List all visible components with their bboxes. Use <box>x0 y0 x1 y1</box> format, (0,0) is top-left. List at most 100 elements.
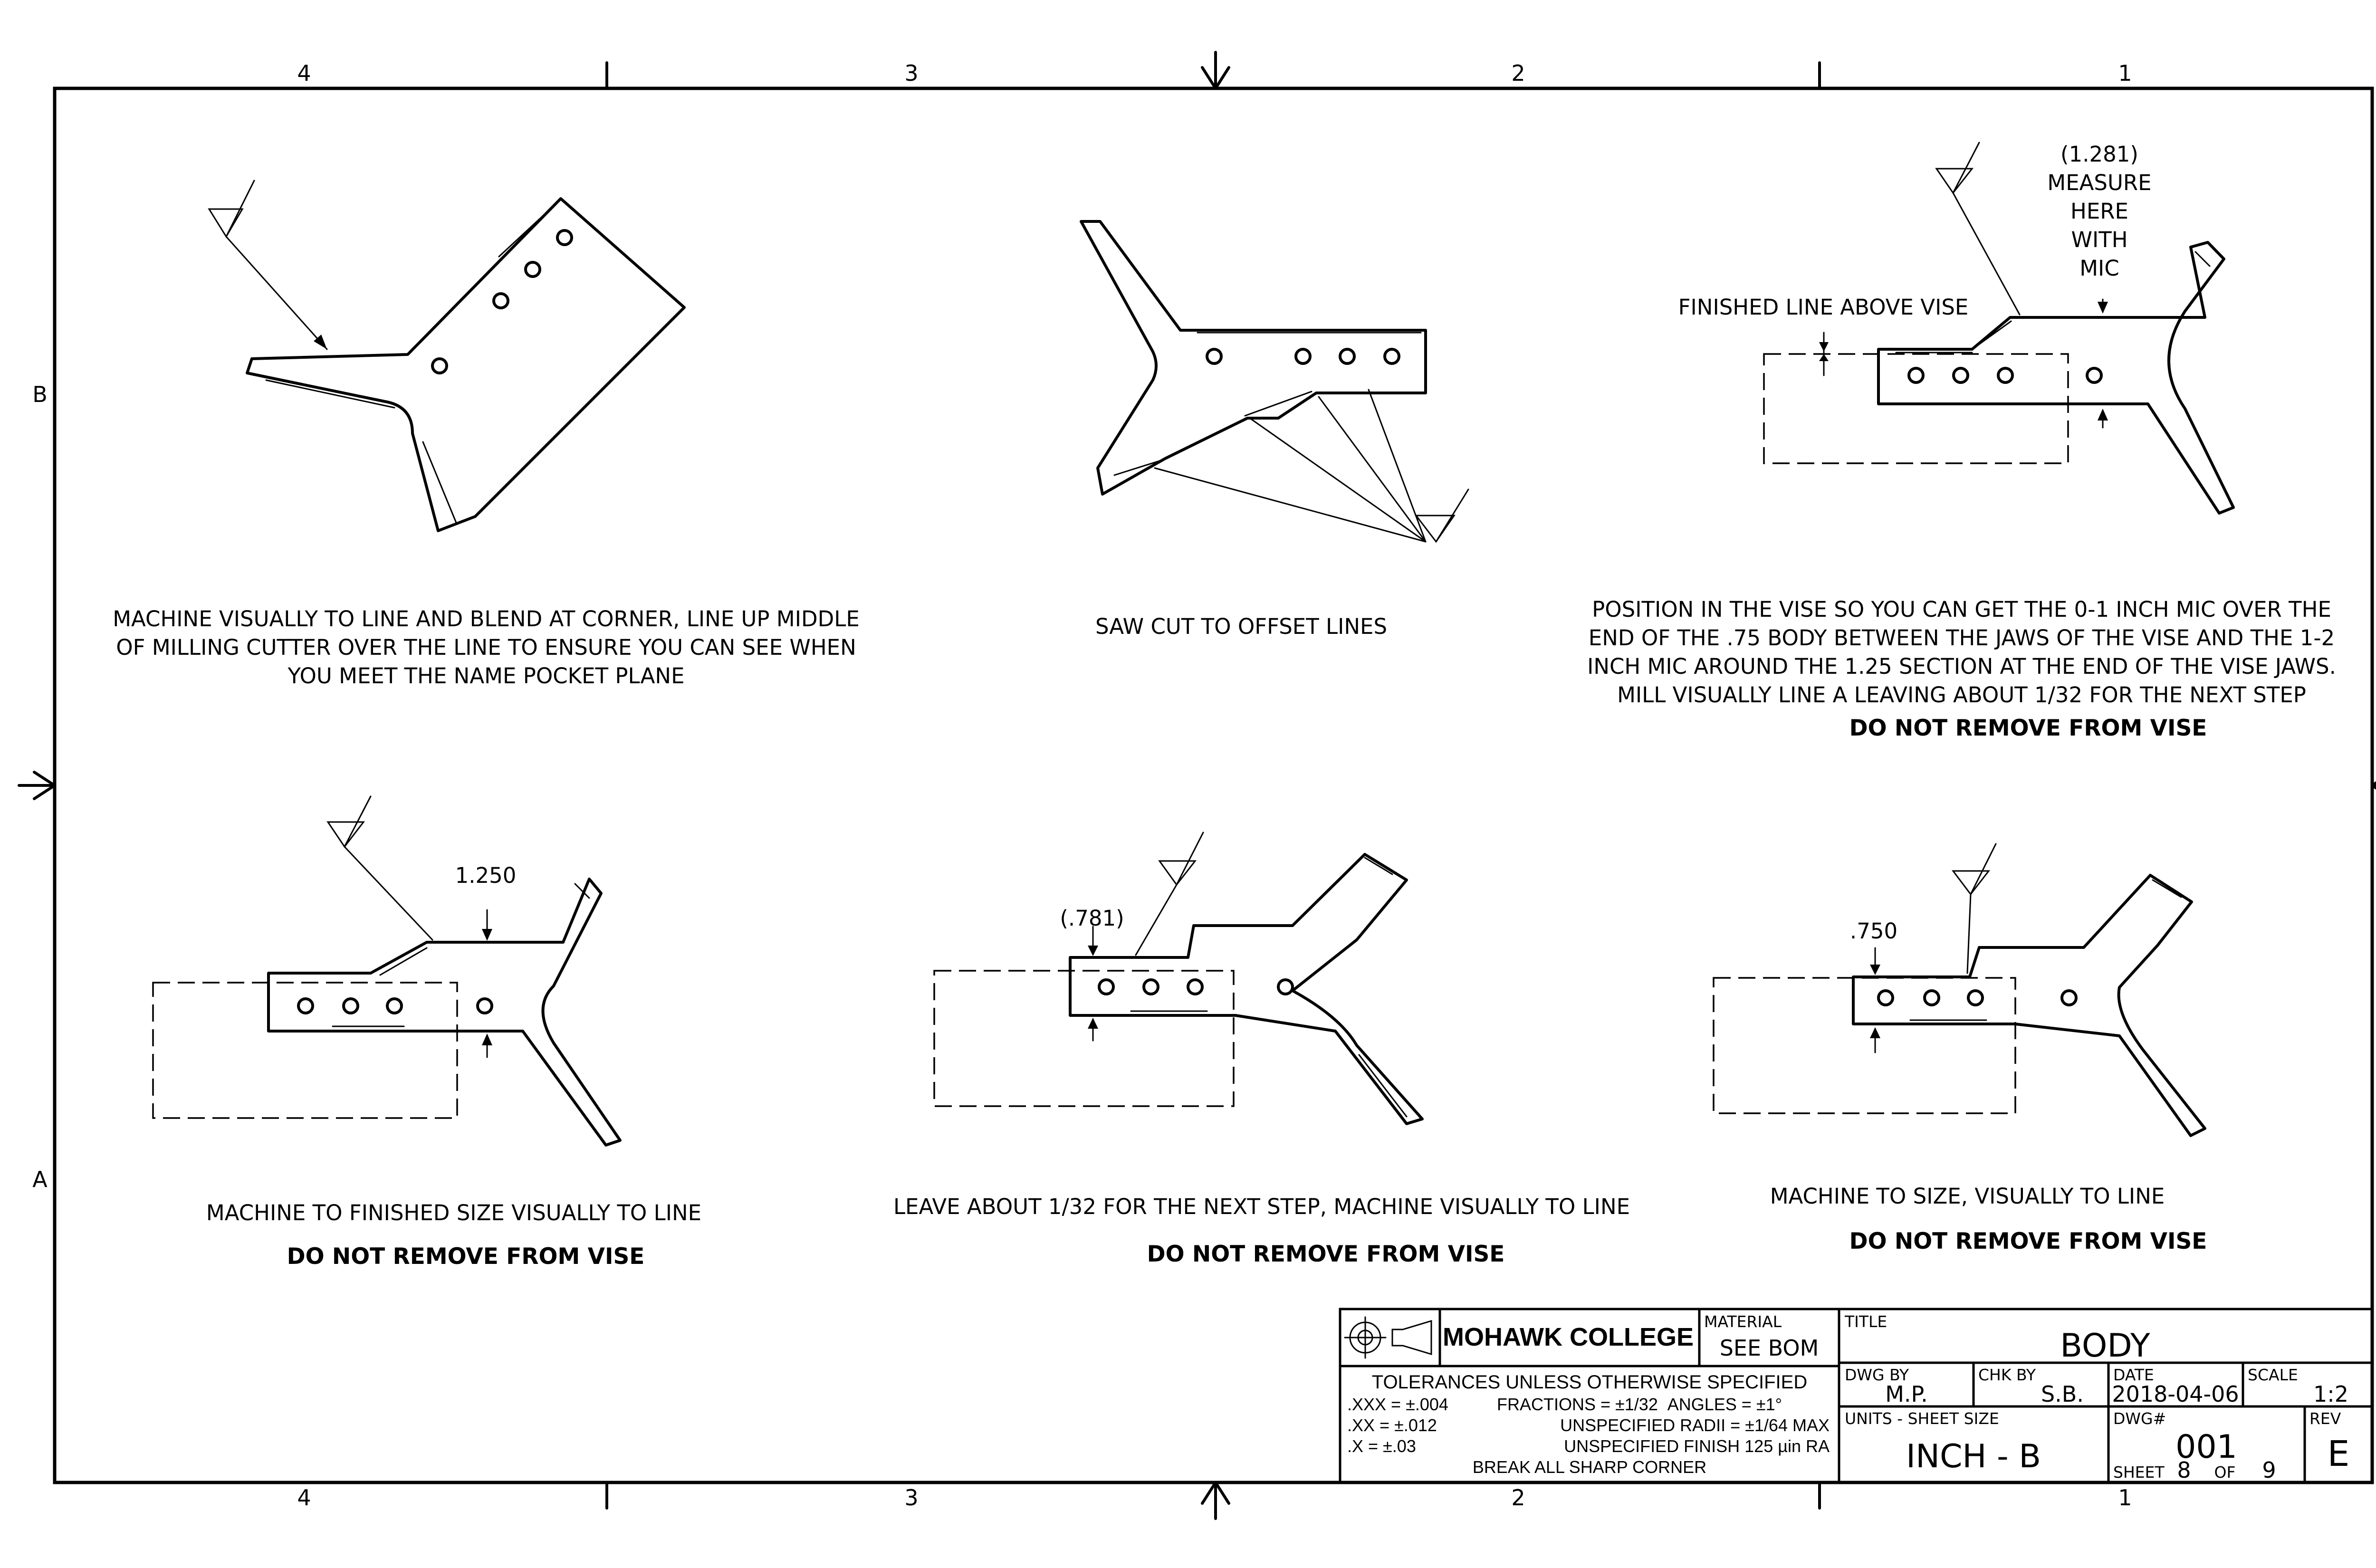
projection-symbol-icon <box>1344 1316 1432 1359</box>
svg-text:FRACTIONS = ±1/32: FRACTIONS = ±1/32 <box>1497 1395 1658 1414</box>
view-2-hole <box>1383 348 1400 365</box>
view-3-mic-callout: (1.281) MEASURE HERE WITH MIC <box>2047 142 2151 281</box>
dwg-number-value: 001 <box>2175 1428 2237 1466</box>
title-label: TITLE <box>1844 1312 1887 1331</box>
company-name: MOHAWK COLLEGE <box>1443 1323 1694 1351</box>
svg-text:OF MILLING CUTTER OVER THE LIN: OF MILLING CUTTER OVER THE LINE TO ENSUR… <box>116 635 856 660</box>
svg-text:HERE: HERE <box>2070 199 2128 224</box>
view-3-hole <box>2086 367 2103 384</box>
zone-col-3-bottom: 3 <box>904 1485 918 1511</box>
view-4-vise-outline <box>152 982 458 1119</box>
svg-text:MACHINE VISUALLY TO LINE AND B: MACHINE VISUALLY TO LINE AND BLEND AT CO… <box>113 606 860 631</box>
view-1-part-outline <box>246 197 686 532</box>
material-label: MATERIAL <box>1704 1312 1782 1331</box>
view-6-hole <box>1967 989 1984 1006</box>
view-6-hole <box>1877 989 1894 1006</box>
view-2-surface-finish-symbol <box>1154 389 1469 543</box>
view-3-part-outline <box>1877 241 2235 515</box>
zone-col-1: 1 <box>2118 60 2132 86</box>
view-5-hole <box>1142 978 1159 995</box>
view-4-part-outline <box>267 878 622 1147</box>
view-2-hole <box>1206 348 1223 365</box>
view-1-surface-finish-symbol <box>208 180 328 350</box>
svg-text:.XXX = ±.004: .XXX = ±.004 <box>1347 1395 1448 1414</box>
svg-text:ANGLES = ±1°: ANGLES = ±1° <box>1667 1395 1782 1414</box>
chk-by-label: CHK BY <box>1978 1366 2036 1384</box>
view-3-hole <box>1952 367 1969 384</box>
view-5-warning: DO NOT REMOVE FROM VISE <box>1147 1241 1505 1267</box>
title-block: MOHAWK COLLEGE MATERIAL SEE BOM TITLE BO… <box>1339 1308 2374 1484</box>
svg-text:.XX = ±.012: .XX = ±.012 <box>1347 1415 1437 1435</box>
zone-col-4-bottom: 4 <box>297 1485 311 1511</box>
view-2-instruction: SAW CUT TO OFFSET LINES <box>1095 614 1387 639</box>
view-6-hole <box>2060 989 2078 1006</box>
zone-col-1-bottom: 1 <box>2118 1485 2132 1511</box>
zone-col-4: 4 <box>297 60 311 86</box>
view-1-hole <box>524 261 541 278</box>
view-3-vise-outline <box>1763 353 2069 464</box>
view-2-hole <box>1294 348 1312 365</box>
svg-text:INCH MIC AROUND THE 1.25 SECTI: INCH MIC AROUND THE 1.25 SECTION AT THE … <box>1587 654 2336 679</box>
view-4-hole <box>297 997 314 1014</box>
view-6-hole <box>1923 989 1940 1006</box>
svg-text:TOLERANCES UNLESS OTHERWISE SP: TOLERANCES UNLESS OTHERWISE SPECIFIED <box>1372 1372 1808 1393</box>
svg-text:MEASURE: MEASURE <box>2047 170 2151 195</box>
view-1-hole <box>556 229 573 246</box>
view-4-surface-finish-symbol <box>326 795 433 941</box>
view-2-hole <box>1339 348 1356 365</box>
view-3-finished-line-label: FINISHED LINE ABOVE VISE <box>1678 295 1969 320</box>
view-1-hole <box>492 292 509 309</box>
sheet-total-value: 9 <box>2262 1457 2276 1483</box>
view-3-warning: DO NOT REMOVE FROM VISE <box>1849 715 2207 741</box>
dwg-number-label: DWG# <box>2113 1409 2166 1428</box>
view-1-blend-corner: MACHINE VISUALLY TO LINE AND BLEND AT CO… <box>113 180 860 688</box>
sheet-label: SHEET <box>2113 1463 2165 1482</box>
view-6-dimension-arrows <box>1870 947 1880 1053</box>
dwg-by-value: M.P. <box>1885 1381 1928 1407</box>
view-3-instruction: POSITION IN THE VISE SO YOU CAN GET THE … <box>1587 597 2336 708</box>
sheet-of-label: OF <box>2214 1463 2236 1482</box>
chk-by-value: S.B. <box>2041 1381 2084 1407</box>
view-4-dimension-label: 1.250 <box>455 863 517 888</box>
view-3-mic-arrow <box>1819 298 2108 429</box>
center-mark-bottom <box>1201 1481 1230 1520</box>
svg-text:(1.281): (1.281) <box>2060 142 2138 167</box>
view-5-leave-1-32: (.781) LEAVE ABOUT 1/32 FOR THE NEXT STE… <box>893 832 1630 1267</box>
units-label: UNITS - SHEET SIZE <box>1845 1409 1999 1428</box>
view-6-dimension-label: .750 <box>1850 918 1897 944</box>
scale-label: SCALE <box>2248 1366 2298 1384</box>
view-5-hole <box>1187 978 1204 995</box>
view-4-dimension-arrows <box>482 909 492 1058</box>
view-3-hole <box>1997 367 2014 384</box>
zone-row-b-left: B <box>32 382 48 407</box>
view-6-instruction: MACHINE TO SIZE, VISUALLY TO LINE <box>1770 1184 2165 1209</box>
drawing-title: BODY <box>2060 1327 2150 1365</box>
date-value: 2018-04-06 <box>2112 1381 2239 1407</box>
view-5-dimension-label: (.781) <box>1060 906 1124 931</box>
view-4-hole <box>386 997 403 1014</box>
view-4-warning: DO NOT REMOVE FROM VISE <box>287 1243 645 1270</box>
view-3-surface-finish-symbol <box>1935 142 2021 316</box>
view-5-vise-outline <box>933 970 1235 1107</box>
zone-row-a-left: A <box>32 1166 48 1192</box>
zone-col-2-bottom: 2 <box>1511 1485 1525 1511</box>
zone-col-2: 2 <box>1511 60 1525 86</box>
date-label: DATE <box>2113 1366 2154 1384</box>
view-5-dimension-arrows <box>1088 926 1098 1042</box>
view-4-instruction: MACHINE TO FINISHED SIZE VISUALLY TO LIN… <box>206 1200 701 1225</box>
center-mark-right <box>2371 781 2376 790</box>
view-3-position-in-vise: FINISHED LINE ABOVE VISE (1.281) MEASURE… <box>1587 142 2336 741</box>
rev-label: REV <box>2309 1409 2341 1428</box>
view-6-surface-finish-symbol <box>1951 843 1997 974</box>
view-1-instruction: MACHINE VISUALLY TO LINE AND BLEND AT CO… <box>113 606 860 688</box>
view-6-warning: DO NOT REMOVE FROM VISE <box>1849 1228 2207 1254</box>
view-6-machine-to-size: .750 MACHINE TO SIZE, VISUALLY TO LINE D… <box>1713 843 2207 1254</box>
view-1-hole <box>431 357 448 374</box>
svg-text:WITH: WITH <box>2071 227 2127 252</box>
svg-text:POSITION IN THE VISE SO YOU CA: POSITION IN THE VISE SO YOU CAN GET THE … <box>1592 597 2331 622</box>
svg-text:YOU MEET THE NAME POCKET PLANE: YOU MEET THE NAME POCKET PLANE <box>287 663 684 688</box>
view-2-saw-cut: SAW CUT TO OFFSET LINES <box>1080 220 1469 639</box>
center-mark-left <box>18 771 56 800</box>
svg-text:BREAK ALL SHARP CORNER: BREAK ALL SHARP CORNER <box>1473 1457 1706 1477</box>
dwg-by-label: DWG BY <box>1845 1366 1909 1384</box>
